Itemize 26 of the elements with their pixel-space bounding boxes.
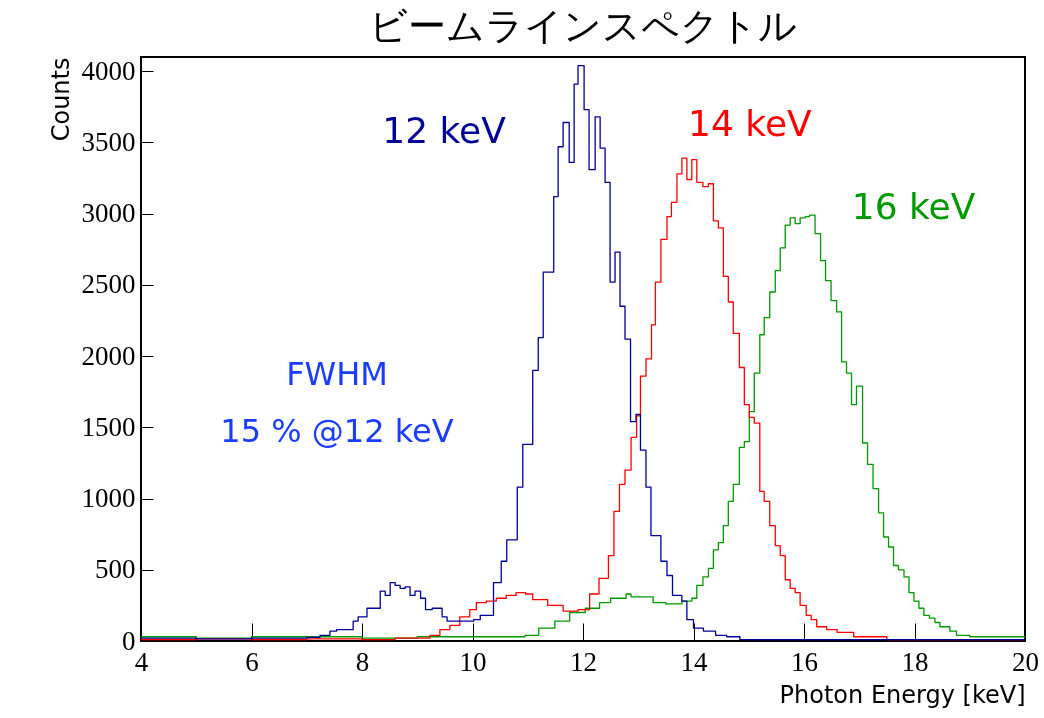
annotation: 15 % @12 keV <box>220 412 454 450</box>
x-tick-label: 4 <box>134 646 149 677</box>
y-tick-label: 3500 <box>81 126 136 157</box>
y-tick-label: 4000 <box>81 55 136 86</box>
x-axis-title: Photon Energy [keV] <box>779 680 1026 709</box>
x-tick-label: 14 <box>680 646 708 677</box>
x-tick-label: 18 <box>901 646 929 677</box>
x-tick-label: 8 <box>355 646 370 677</box>
y-axis-title: Counts <box>46 57 75 142</box>
x-tick-label: 10 <box>459 646 487 677</box>
y-tick-label: 500 <box>95 554 136 585</box>
series-label: 16 keV <box>851 186 976 228</box>
x-tick-label: 20 <box>1012 646 1039 677</box>
y-tick-label: 1000 <box>81 483 136 514</box>
series-label: 14 keV <box>688 103 813 145</box>
y-tick-label: 0 <box>122 625 136 656</box>
y-tick-label: 2000 <box>81 340 136 371</box>
y-tick-label: 2500 <box>81 269 136 300</box>
x-tick-label: 16 <box>791 646 818 677</box>
y-tick-label: 1500 <box>81 411 136 442</box>
chart-title: ビームラインスペクトル <box>369 4 797 48</box>
series-label: 12 keV <box>382 109 507 151</box>
x-tick-label: 12 <box>570 646 597 677</box>
annotation: FWHM <box>286 355 388 393</box>
x-tick-label: 6 <box>245 646 259 677</box>
y-tick-label: 3000 <box>81 198 136 229</box>
